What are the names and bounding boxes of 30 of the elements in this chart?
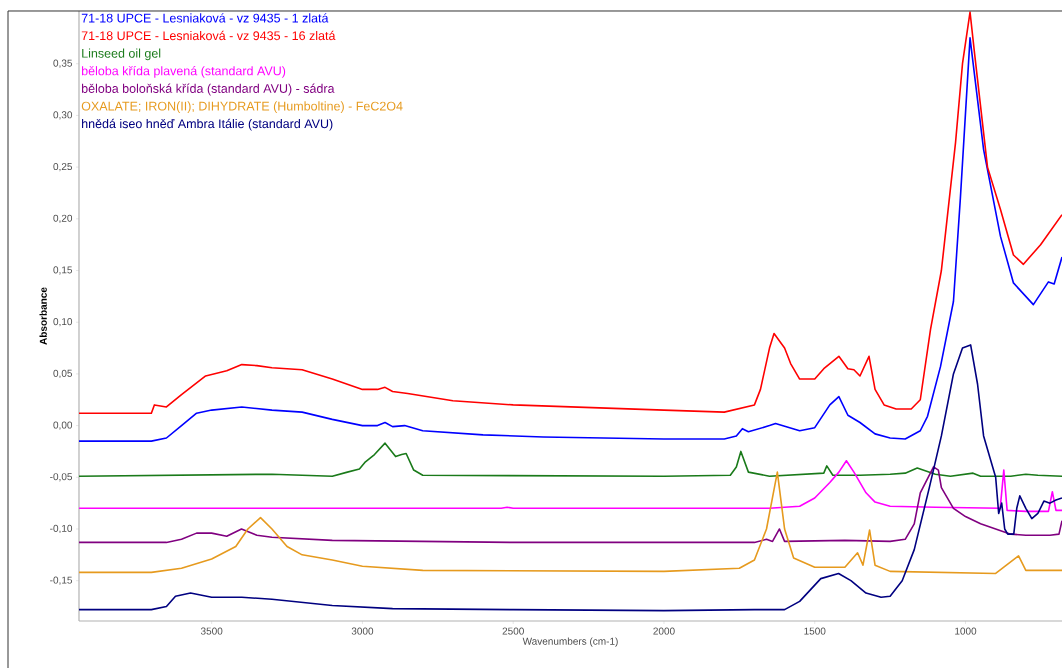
y-tick-label: 0,15	[53, 266, 73, 275]
y-tick-label: 0,05	[53, 369, 73, 379]
y-tick-label: 0,35	[53, 59, 73, 68]
y-tick-label: -0,10	[50, 524, 73, 534]
y-axis-title: Absorbance	[39, 287, 47, 345]
x-tick-label: 3000	[351, 627, 374, 635]
text: hnědá iseo hněď Ambra Itálie (standard AVU)	[82, 118, 333, 131]
y-tick-label: -0,15	[50, 576, 73, 585]
y-tick-label: -0,05	[50, 473, 73, 482]
y-tick-label: 0,20	[53, 214, 73, 223]
line-series	[78, 459, 1062, 513]
line-series	[78, 471, 1062, 575]
y-tick-label: 0,00	[53, 421, 73, 430]
line-series	[78, 442, 1062, 478]
text: Linseed oil gel	[82, 48, 161, 61]
x-tick-label: 2000	[653, 627, 675, 635]
text: běloba boloňská křída (standard AVU) - sádra	[82, 83, 335, 96]
x-tick-label: 2500	[502, 627, 524, 635]
text: běloba křída plavená (standard AVU)	[82, 66, 286, 78]
x-axis-title: Wavenumbers (cm-1)	[522, 637, 618, 647]
text: 71-18 UPCE - Lesniaková - vz 9435 - 1 zlatá	[81, 13, 329, 23]
y-tick-label: 0,10	[53, 318, 73, 327]
line-series	[78, 466, 1062, 544]
x-tick-label: 3500	[200, 627, 223, 635]
x-tick-label: 1500	[804, 627, 826, 635]
text: OXALATE; IRON(II); DIHYDRATE (Humboltine) - FeC2O4	[81, 101, 403, 113]
y-tick-label: 0,25	[53, 162, 73, 172]
x-tick-label: 1000	[955, 627, 977, 635]
text: 71-18 UPCE - Lesniaková - vz 9435 - 16 zlatá	[81, 30, 336, 41]
y-tick-label: 0,30	[53, 111, 73, 120]
